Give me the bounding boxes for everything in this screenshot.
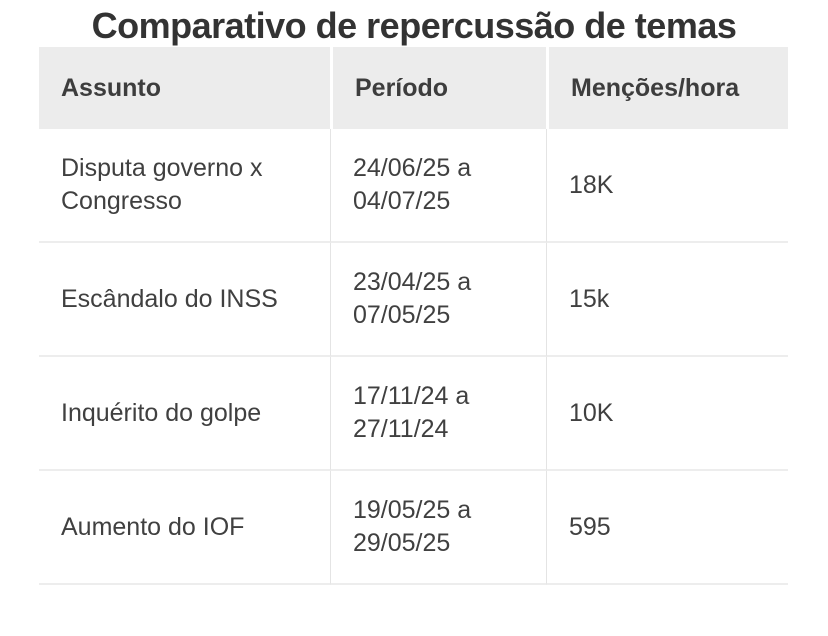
cell-periodo: 23/04/25 a 07/05/25 (330, 243, 546, 357)
cell-periodo: 17/11/24 a 27/11/24 (330, 357, 546, 471)
cell-assunto: Disputa governo x Congresso (39, 129, 330, 243)
cell-mencoes: 595 (546, 471, 788, 585)
column-header-periodo: Período (330, 47, 546, 129)
page-title: Comparativo de repercussão de temas (91, 5, 737, 46)
cell-assunto: Inquérito do golpe (39, 357, 330, 471)
comparison-table: Assunto Período Menções/hora Disputa gov… (39, 47, 788, 585)
column-header-assunto: Assunto (39, 47, 330, 129)
cell-mencoes: 18K (546, 129, 788, 243)
cell-assunto: Escândalo do INSS (39, 243, 330, 357)
table-header-row: Assunto Período Menções/hora (39, 47, 788, 129)
cell-mencoes: 10K (546, 357, 788, 471)
table-row: Disputa governo x Congresso 24/06/25 a 0… (39, 129, 788, 243)
table-row: Escândalo do INSS 23/04/25 a 07/05/25 15… (39, 243, 788, 357)
infographic: Comparativo de repercussão de temas Assu… (0, 5, 828, 585)
column-header-mencoes-hora: Menções/hora (546, 47, 788, 129)
cell-periodo: 19/05/25 a 29/05/25 (330, 471, 546, 585)
table-row: Inquérito do golpe 17/11/24 a 27/11/24 1… (39, 357, 788, 471)
table-row: Aumento do IOF 19/05/25 a 29/05/25 595 (39, 471, 788, 585)
cell-mencoes: 15k (546, 243, 788, 357)
cell-assunto: Aumento do IOF (39, 471, 330, 585)
cell-periodo: 24/06/25 a 04/07/25 (330, 129, 546, 243)
